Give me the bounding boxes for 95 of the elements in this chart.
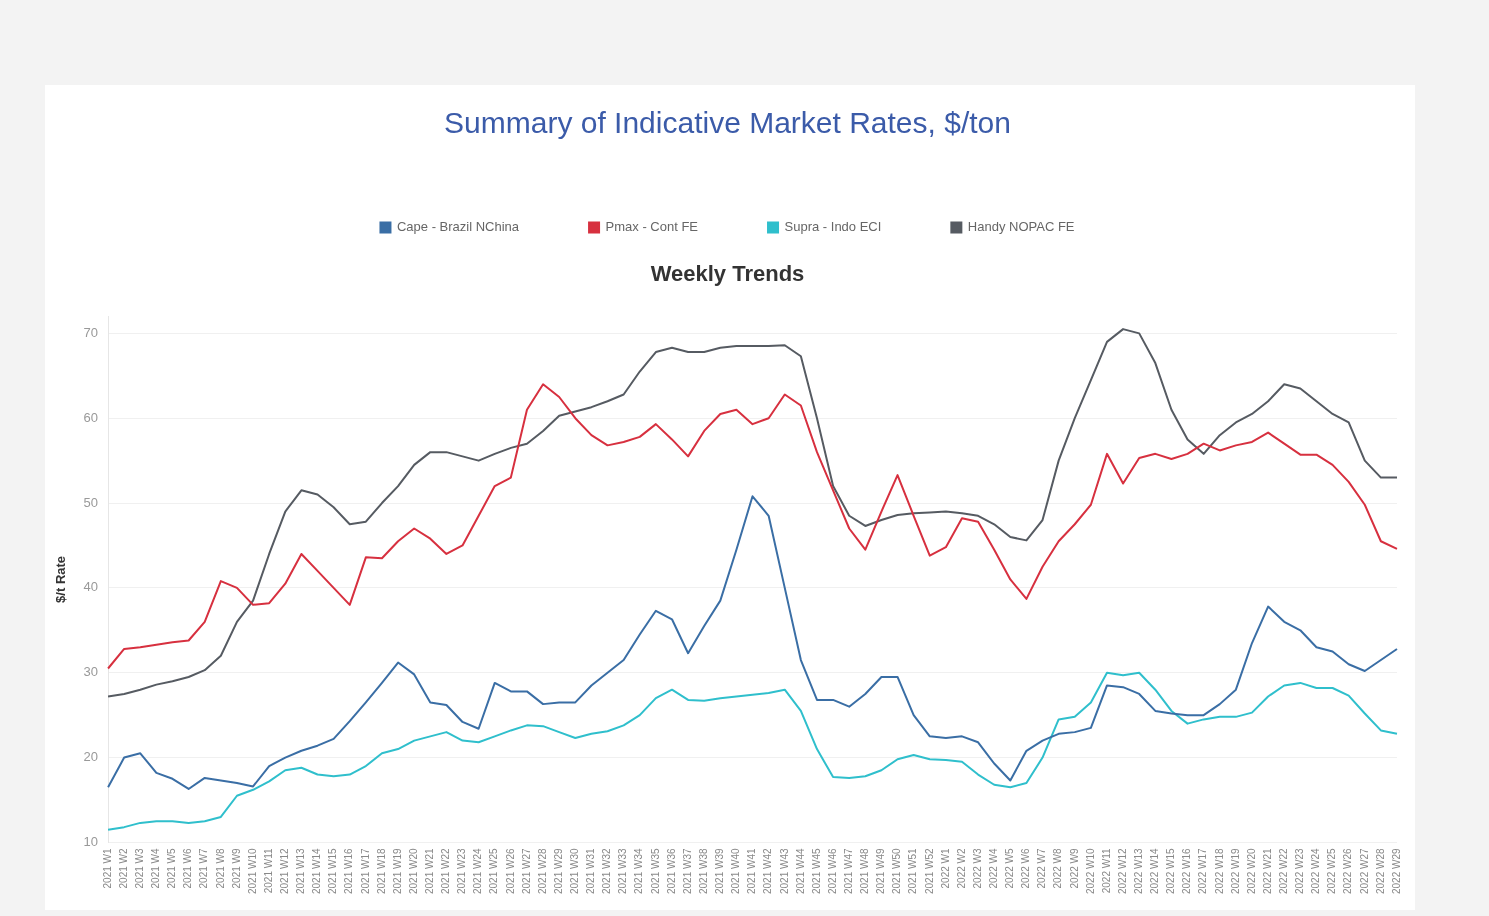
x-tick-label: 2021 W9 <box>230 847 242 889</box>
y-tick-label: 60 <box>83 409 99 425</box>
x-tick-label: 2022 W5 <box>1004 847 1016 889</box>
x-tick-label: 2022 W17 <box>1197 847 1209 895</box>
y-tick-label: 30 <box>83 664 99 680</box>
x-tick-label: 2021 W42 <box>762 847 774 895</box>
y-tick-label: 70 <box>83 324 99 340</box>
x-tick-label: 2021 W36 <box>665 847 677 895</box>
x-tick-label: 2021 W43 <box>778 847 790 895</box>
y-tick-label: 20 <box>83 749 99 765</box>
x-tick-label: 2022 W10 <box>1084 847 1096 895</box>
x-tick-label: 2021 W50 <box>891 847 903 895</box>
x-tick-label: 2021 W30 <box>569 847 581 895</box>
x-tick-label: 2021 W19 <box>391 847 403 895</box>
x-tick-label: 2022 W12 <box>1116 847 1128 895</box>
x-tick-label: 2021 W15 <box>327 847 339 895</box>
x-tick-label: 2022 W9 <box>1068 847 1080 889</box>
x-tick-label: 2022 W18 <box>1213 847 1225 895</box>
x-tick-label: 2021 W11 <box>262 847 274 894</box>
x-tick-label: 2022 W23 <box>1294 847 1306 895</box>
y-tick-label: 50 <box>83 494 99 510</box>
x-tick-label: 2021 W1 <box>101 847 113 889</box>
x-tick-label: 2021 W41 <box>746 847 758 895</box>
x-tick-label: 2021 W27 <box>520 847 532 895</box>
x-tick-label: 2022 W24 <box>1310 847 1322 895</box>
chart-subtitle: Weekly Trends <box>650 261 805 287</box>
x-tick-label: 2021 W35 <box>649 847 661 895</box>
x-tick-label: 2021 W37 <box>681 847 693 895</box>
x-tick-label: 2021 W4 <box>150 847 162 889</box>
x-tick-label: 2021 W14 <box>311 847 323 895</box>
legend-label: Supra - Indo ECI <box>784 219 882 235</box>
x-tick-label: 2022 W1 <box>939 847 951 889</box>
x-tick-label: 2022 W6 <box>1020 847 1032 889</box>
x-tick-label: 2022 W29 <box>1390 847 1402 895</box>
x-tick-label: 2022 W26 <box>1342 847 1354 895</box>
x-tick-label: 2021 W23 <box>456 847 468 895</box>
x-tick-label: 2022 W2 <box>955 847 967 889</box>
legend-label: Cape - Brazil NChina <box>396 219 520 235</box>
x-tick-label: 2021 W2 <box>117 847 129 889</box>
x-tick-label: 2021 W18 <box>375 847 387 895</box>
x-tick-label: 2021 W20 <box>407 847 419 895</box>
x-tick-label: 2021 W28 <box>536 847 548 895</box>
x-tick-label: 2021 W33 <box>617 847 629 895</box>
x-tick-label: 2021 W40 <box>730 847 742 895</box>
x-tick-label: 2021 W13 <box>295 847 307 895</box>
x-tick-label: 2022 W25 <box>1326 847 1338 895</box>
x-tick-label: 2021 W17 <box>359 847 371 895</box>
y-axis-title: $/t Rate <box>53 555 69 603</box>
x-tick-label: 2022 W3 <box>971 847 983 889</box>
x-tick-label: 2021 W52 <box>923 847 935 895</box>
x-tick-label: 2022 W27 <box>1358 847 1370 895</box>
x-tick-label: 2021 W12 <box>279 847 291 895</box>
y-tick-label: 10 <box>83 833 99 849</box>
x-tick-label: 2021 W44 <box>794 847 806 895</box>
x-tick-label: 2022 W16 <box>1181 847 1193 895</box>
x-tick-label: 2021 W3 <box>134 847 146 889</box>
x-tick-label: 2021 W5 <box>166 847 178 889</box>
x-tick-label: 2021 W38 <box>697 847 709 895</box>
x-tick-label: 2022 W22 <box>1277 847 1289 895</box>
x-tick-label: 2021 W51 <box>907 847 919 895</box>
x-tick-label: 2021 W45 <box>810 847 822 895</box>
x-tick-label: 2021 W26 <box>504 847 516 895</box>
x-tick-label: 2022 W8 <box>1052 847 1064 889</box>
x-tick-label: 2021 W7 <box>198 847 210 889</box>
y-tick-label: 40 <box>83 579 99 595</box>
x-tick-label: 2021 W16 <box>343 847 355 895</box>
x-tick-label: 2022 W14 <box>1149 847 1161 895</box>
x-tick-label: 2021 W31 <box>585 847 597 895</box>
legend-label: Pmax - Cont FE <box>605 219 699 235</box>
x-tick-label: 2021 W32 <box>601 847 613 895</box>
x-tick-label: 2021 W49 <box>875 847 887 895</box>
x-tick-label: 2021 W8 <box>214 847 226 889</box>
x-tick-label: 2022 W19 <box>1229 847 1241 895</box>
x-tick-label: 2022 W13 <box>1132 847 1144 895</box>
x-tick-label: 2021 W22 <box>440 847 452 895</box>
x-tick-label: 2021 W47 <box>842 847 854 895</box>
x-tick-label: 2022 W21 <box>1261 847 1273 895</box>
x-tick-label: 2021 W46 <box>826 847 838 895</box>
x-tick-label: 2021 W6 <box>182 847 194 889</box>
x-tick-label: 2021 W24 <box>472 847 484 895</box>
x-tick-label: 2021 W25 <box>488 847 500 895</box>
x-tick-label: 2022 W4 <box>987 847 999 889</box>
x-tick-label: 2021 W39 <box>714 847 726 895</box>
legend-label: Handy NOPAC FE <box>967 219 1075 235</box>
x-tick-label: 2021 W21 <box>424 847 436 895</box>
x-tick-label: 2022 W15 <box>1165 847 1177 895</box>
x-tick-label: 2021 W48 <box>859 847 871 895</box>
x-tick-label: 2021 W34 <box>633 847 645 895</box>
x-tick-label: 2022 W7 <box>1036 847 1048 889</box>
x-tick-label: 2021 W29 <box>552 847 564 895</box>
chart-title: Summary of Indicative Market Rates, $/ton <box>444 106 1011 140</box>
x-tick-label: 2022 W28 <box>1374 847 1386 895</box>
x-tick-label: 2022 W11 <box>1100 847 1112 894</box>
x-tick-label: 2022 W20 <box>1245 847 1257 895</box>
x-tick-label: 2021 W10 <box>246 847 258 895</box>
